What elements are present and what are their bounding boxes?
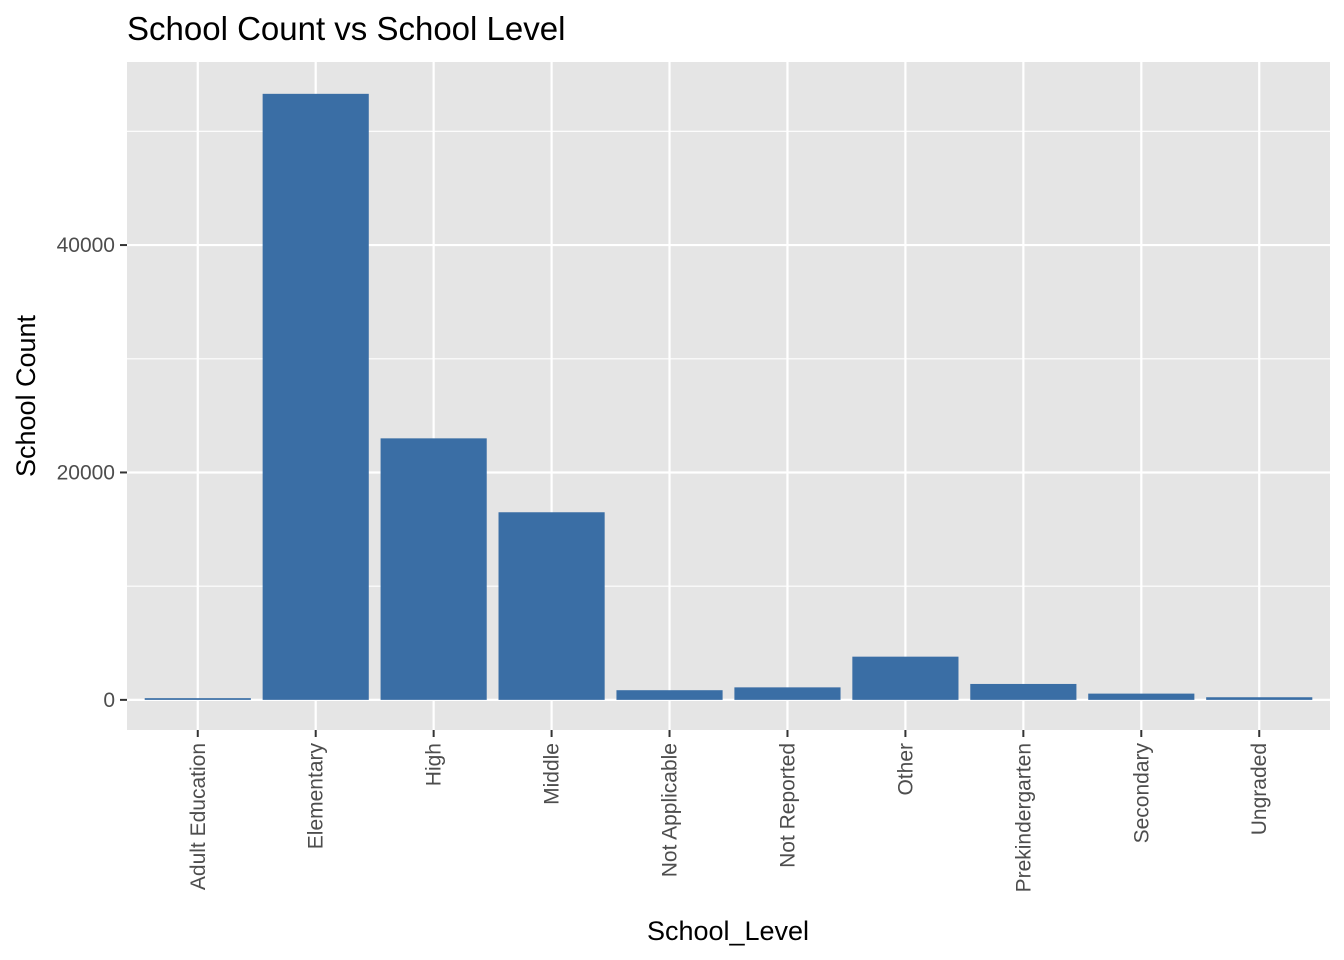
y-tick-label: 0 xyxy=(103,689,115,712)
x-axis-title: School_Level xyxy=(647,916,809,946)
y-axis: 0 20000 40000 xyxy=(57,234,127,712)
bar xyxy=(498,512,605,700)
y-tick-label: 20000 xyxy=(57,461,115,484)
bar xyxy=(1206,697,1313,700)
x-tick-label: Ungraded xyxy=(1248,743,1271,835)
x-tick-label: Elementary xyxy=(305,743,328,850)
bar xyxy=(734,687,841,700)
bar xyxy=(616,690,723,700)
bar xyxy=(970,683,1077,700)
chart-title: School Count vs School Level xyxy=(127,10,565,47)
x-tick-label: Other xyxy=(894,743,917,796)
bar xyxy=(262,93,369,700)
x-tick-label: Secondary xyxy=(1130,743,1153,844)
x-tick-label: Middle xyxy=(541,743,564,805)
y-tick-label: 40000 xyxy=(57,234,115,257)
bar xyxy=(144,698,251,700)
x-tick-label: High xyxy=(423,743,446,786)
x-tick-label: Not Reported xyxy=(776,743,799,868)
x-tick-label: Not Applicable xyxy=(659,743,682,877)
x-axis: Adult Education Elementary High Middle Not A… xyxy=(187,730,1271,892)
bar xyxy=(1088,693,1195,700)
bar xyxy=(852,656,959,700)
bar xyxy=(380,438,487,700)
y-axis-title: School Count xyxy=(11,314,41,477)
bars xyxy=(144,93,1313,700)
x-tick-label: Prekindergarten xyxy=(1012,743,1035,892)
x-tick-label: Adult Education xyxy=(187,743,210,890)
